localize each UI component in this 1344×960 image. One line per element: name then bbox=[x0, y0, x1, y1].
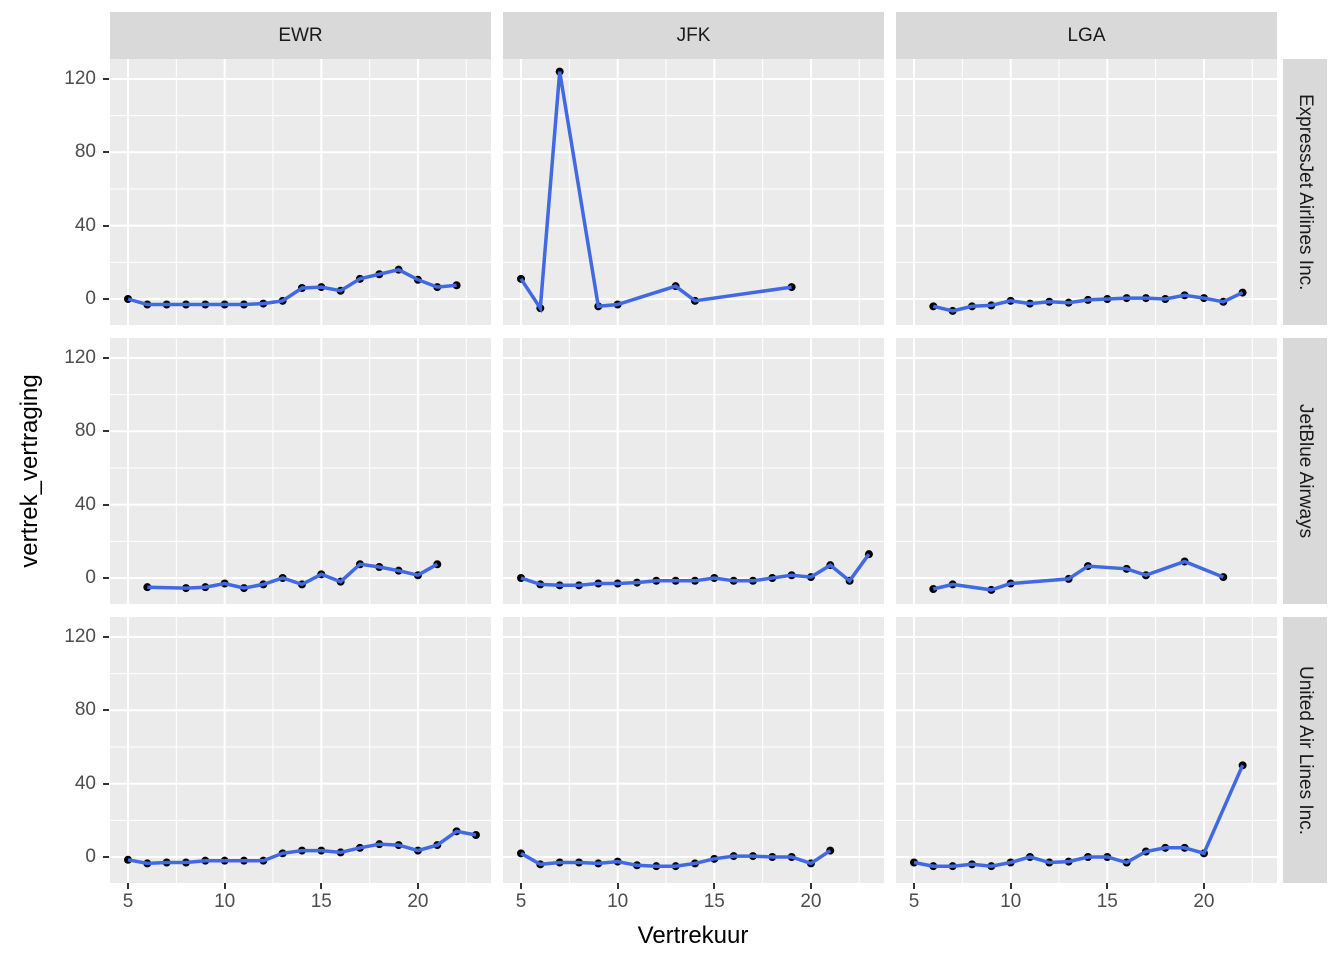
y-tick-label: 120 bbox=[64, 67, 96, 89]
x-tick-mark bbox=[809, 883, 812, 889]
x-tick-label: 5 bbox=[908, 891, 920, 912]
x-tick-mark bbox=[1106, 883, 1109, 889]
x-axis-title: Vertrekuur bbox=[637, 922, 749, 949]
facet-panel-jfk-row0 bbox=[503, 59, 884, 325]
facet-col-label: JFK bbox=[676, 24, 711, 46]
data-line bbox=[932, 559, 1224, 592]
facet-row-strip-expressjet: ExpressJet Airlines Inc. bbox=[1283, 59, 1327, 325]
x-tick-mark bbox=[127, 883, 129, 889]
y-tick-mark bbox=[103, 224, 109, 227]
y-tick-mark bbox=[103, 298, 109, 300]
panel-background bbox=[896, 59, 1277, 325]
data-line bbox=[147, 562, 439, 590]
y-tick-mark bbox=[103, 151, 109, 154]
data-line bbox=[127, 267, 457, 307]
y-tick-mark bbox=[103, 77, 109, 80]
x-tick-mark bbox=[520, 883, 522, 889]
y-tick-mark bbox=[103, 635, 109, 638]
y-tick-mark bbox=[103, 782, 109, 785]
y-tick-label: 80 bbox=[74, 699, 96, 721]
x-tick-mark bbox=[223, 883, 226, 889]
facet-col-strip-ewr: EWR bbox=[110, 12, 491, 59]
x-tick-mark bbox=[616, 883, 619, 889]
y-tick-label: 120 bbox=[64, 346, 96, 368]
facet-panel-lga-row2 bbox=[896, 617, 1277, 883]
x-tick-label: 10 bbox=[607, 891, 629, 912]
x-tick-mark bbox=[416, 883, 419, 889]
x-tick-mark bbox=[1202, 883, 1205, 889]
x-tick-mark bbox=[320, 883, 323, 889]
data-line bbox=[520, 849, 832, 868]
panel-background bbox=[110, 59, 491, 325]
facet-col-label: LGA bbox=[1067, 24, 1106, 46]
panel-background bbox=[503, 59, 884, 325]
panel-background bbox=[503, 617, 884, 883]
y-tick-label: 80 bbox=[74, 141, 96, 163]
y-tick-label: 0 bbox=[85, 567, 96, 588]
panel-background bbox=[503, 338, 884, 604]
x-tick-label: 20 bbox=[1193, 891, 1215, 912]
facet-panel-jfk-row1 bbox=[503, 338, 884, 604]
y-tick-mark bbox=[103, 709, 109, 712]
facet-row-strip-jetblue: JetBlue Airways bbox=[1283, 338, 1327, 604]
y-axis-title: vertrek_vertraging bbox=[16, 374, 43, 568]
panel-background bbox=[110, 338, 491, 604]
facet-row-label: ExpressJet Airlines Inc. bbox=[1295, 93, 1316, 291]
x-tick-label: 5 bbox=[122, 891, 134, 912]
y-tick-label: 40 bbox=[74, 493, 96, 515]
y-tick-mark bbox=[103, 856, 109, 858]
data-line bbox=[127, 829, 477, 866]
facet-row-label: United Air Lines Inc. bbox=[1295, 665, 1316, 835]
x-tick-label: 15 bbox=[703, 891, 725, 912]
y-tick-label: 40 bbox=[74, 772, 96, 794]
x-tick-label: 15 bbox=[1096, 891, 1118, 912]
facet-panel-lga-row1 bbox=[896, 338, 1277, 604]
y-tick-label: 80 bbox=[74, 420, 96, 442]
y-tick-label: 120 bbox=[64, 625, 96, 647]
x-tick-label: 10 bbox=[1000, 891, 1022, 912]
facet-panel-ewr-row1 bbox=[110, 338, 491, 604]
data-line bbox=[519, 71, 792, 314]
data-point bbox=[452, 281, 461, 290]
y-tick-label: 0 bbox=[85, 846, 96, 867]
y-tick-mark bbox=[103, 577, 109, 579]
facet-col-strip-lga: LGA bbox=[896, 12, 1277, 59]
x-tick-mark bbox=[913, 883, 915, 889]
facet-panel-ewr-row2 bbox=[110, 617, 491, 883]
facet-panel-jfk-row2 bbox=[503, 617, 884, 883]
x-tick-mark bbox=[713, 883, 716, 889]
data-line bbox=[913, 764, 1245, 868]
y-tick-mark bbox=[103, 430, 109, 433]
y-tick-label: 40 bbox=[74, 214, 96, 236]
facet-row-label: JetBlue Airways bbox=[1295, 403, 1316, 539]
y-tick-label: 0 bbox=[85, 288, 96, 309]
x-tick-mark bbox=[1009, 883, 1012, 889]
x-tick-label: 15 bbox=[310, 891, 332, 912]
data-line bbox=[932, 291, 1244, 313]
facet-col-label: EWR bbox=[278, 24, 323, 46]
panel-background bbox=[110, 617, 491, 883]
facet-panel-lga-row0 bbox=[896, 59, 1277, 325]
panel-background bbox=[896, 617, 1277, 883]
facet-row-strip-united: United Air Lines Inc. bbox=[1283, 617, 1327, 883]
x-tick-label: 5 bbox=[515, 891, 527, 912]
panel-background bbox=[896, 338, 1277, 604]
y-tick-mark bbox=[103, 503, 109, 506]
facet-panel-ewr-row0 bbox=[110, 59, 491, 325]
y-tick-mark bbox=[103, 356, 109, 359]
facet-col-strip-jfk: JFK bbox=[503, 12, 884, 59]
x-tick-label: 20 bbox=[800, 891, 822, 912]
data-line bbox=[520, 553, 871, 588]
x-tick-label: 10 bbox=[214, 891, 236, 912]
x-tick-label: 20 bbox=[407, 891, 429, 912]
